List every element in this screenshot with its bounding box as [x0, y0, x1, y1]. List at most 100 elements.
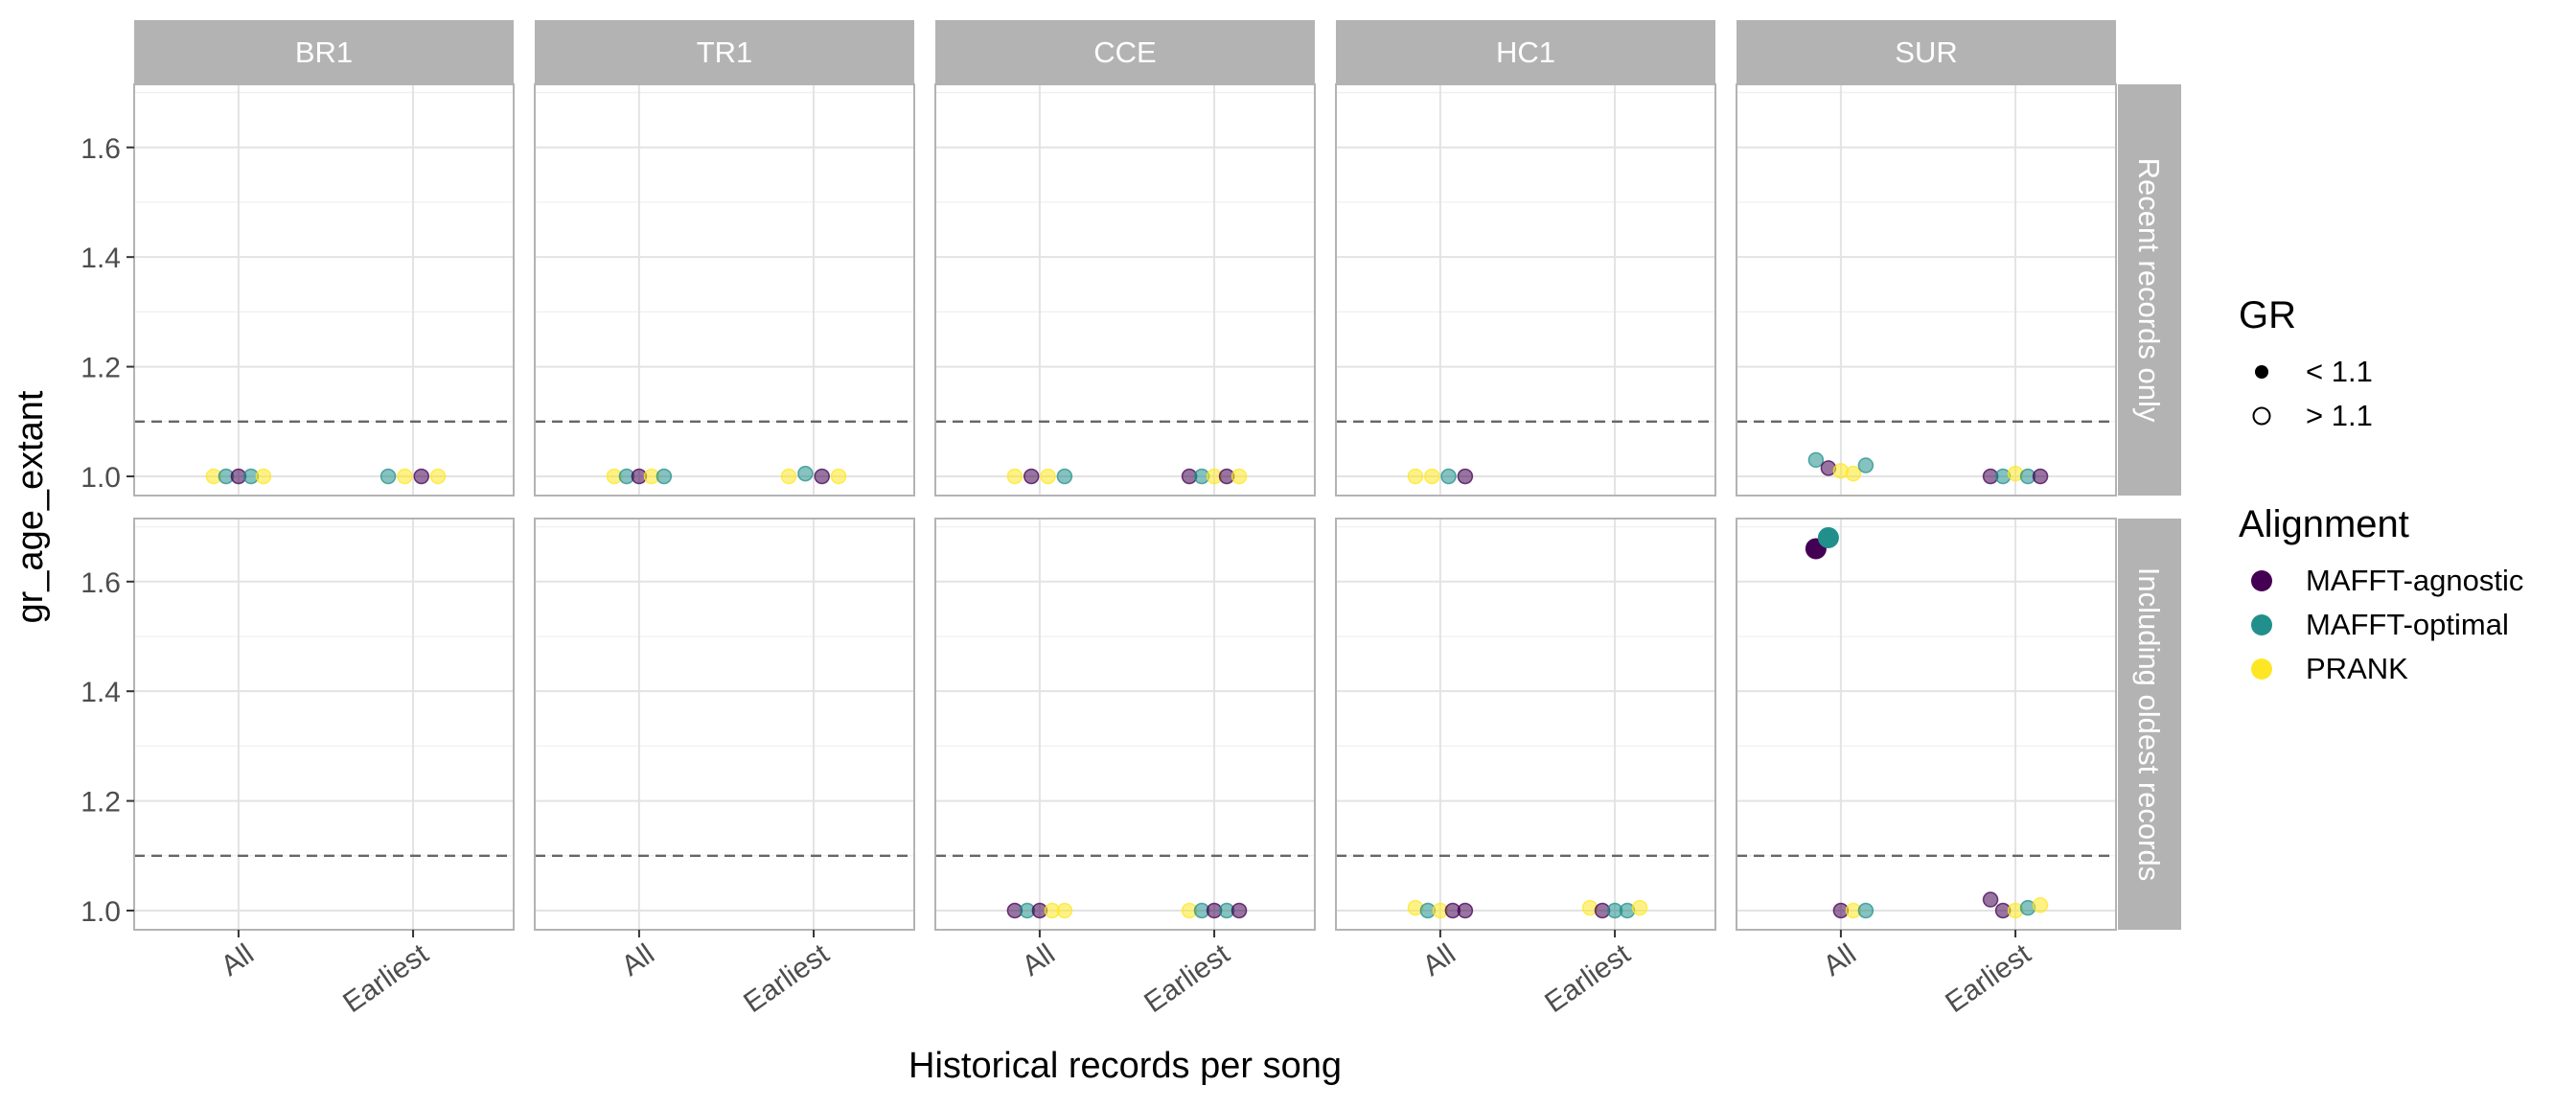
panel-background — [1736, 519, 2116, 930]
data-point — [1817, 527, 1839, 549]
x-tick-label: Earliest — [337, 937, 434, 1019]
data-point — [797, 465, 814, 482]
panel-hc1-row-2 — [1335, 518, 1716, 931]
legend-key-open-circle — [2252, 406, 2271, 426]
facet-label-cce: CCE — [1093, 35, 1156, 69]
data-point — [1056, 468, 1073, 485]
panel-sur-row-1 — [1736, 83, 2117, 497]
data-point — [380, 468, 397, 485]
data-point — [1857, 902, 1874, 919]
panel-br1-row-1 — [133, 83, 515, 497]
panel-cce-row-1 — [934, 83, 1316, 497]
facet-label-sur: SUR — [1895, 35, 1957, 69]
data-point — [1631, 899, 1648, 916]
panel-border — [1335, 83, 1716, 497]
facet-strip-br1 — [134, 20, 514, 83]
data-point — [1230, 468, 1248, 485]
data-point — [1457, 902, 1474, 919]
facet-strip-tr1 — [535, 20, 914, 83]
x-tick-label: All — [1017, 938, 1061, 982]
x-tick-label: Earliest — [1539, 937, 1636, 1019]
legend-title-1: GR — [2239, 294, 2296, 336]
panel-tr1-row-1 — [534, 83, 915, 497]
panel-border — [1335, 518, 1716, 931]
facet-strip-sur — [1736, 20, 2116, 83]
panel-tr1-row-2 — [534, 518, 915, 931]
y-tick-label: 1.6 — [80, 133, 121, 165]
panel-background — [1336, 519, 1715, 930]
x-tick-label: Earliest — [738, 937, 835, 1019]
data-point — [1423, 468, 1440, 485]
legend-key-color — [2251, 658, 2272, 680]
facet-strip-hc1 — [1336, 20, 1715, 83]
facet-label-hc1: HC1 — [1496, 35, 1555, 69]
x-tick-label: All — [616, 938, 660, 982]
panel-br1-row-2 — [133, 518, 515, 931]
data-point — [2032, 468, 2049, 485]
x-tick-label: All — [1417, 938, 1461, 982]
y-tick-label: 1.6 — [80, 567, 121, 599]
x-tick-label: Earliest — [1138, 937, 1235, 1019]
y-tick-label: 1.0 — [80, 896, 121, 928]
data-point — [1230, 902, 1248, 919]
panel-background — [134, 519, 514, 930]
data-point — [830, 468, 847, 485]
data-point — [656, 468, 673, 485]
data-point — [1857, 457, 1874, 474]
data-point — [255, 468, 272, 485]
row-strip-2 — [2118, 519, 2181, 930]
legend-title-2: Alignment — [2239, 503, 2409, 545]
panel-border — [1736, 518, 2117, 931]
panel-background — [935, 84, 1315, 496]
data-point — [1040, 468, 1056, 485]
x-tick-label: All — [1818, 938, 1862, 982]
panel-border — [534, 83, 915, 497]
row-label-2: Including oldest records — [2132, 567, 2166, 881]
x-tick-label: All — [216, 938, 260, 982]
data-point — [1407, 468, 1424, 485]
data-point — [429, 468, 447, 485]
panel-border — [133, 83, 515, 497]
panel-background — [1736, 84, 2116, 496]
row-label-1: Recent records only — [2132, 158, 2166, 423]
y-axis-title: gr_age_extant — [11, 390, 51, 623]
x-axis-title: Historical records per song — [908, 1046, 1342, 1086]
legend-key-color — [2251, 570, 2272, 591]
y-tick-label: 1.4 — [80, 243, 121, 274]
y-tick-label: 1.2 — [80, 353, 121, 384]
panel-background — [535, 84, 914, 496]
panel-cce-row-2 — [934, 518, 1316, 931]
legend-label: < 1.1 — [2306, 355, 2373, 388]
y-tick-label: 1.2 — [80, 787, 121, 819]
y-tick-label: 1.0 — [80, 462, 121, 494]
y-tick-label: 1.4 — [80, 677, 121, 708]
legend-key-color — [2251, 614, 2272, 635]
data-point — [780, 468, 797, 485]
data-point — [1440, 468, 1457, 485]
x-tick-label: Earliest — [1940, 937, 2036, 1019]
facet-label-tr1: TR1 — [697, 35, 753, 69]
panel-background — [935, 519, 1315, 930]
data-point — [1807, 451, 1825, 469]
panel-background — [1336, 84, 1715, 496]
data-point — [2032, 897, 2049, 913]
data-point — [814, 468, 830, 485]
data-point — [1056, 902, 1073, 919]
data-point — [1457, 468, 1474, 485]
panel-sur-row-2 — [1736, 518, 2117, 931]
panel-border — [534, 518, 915, 931]
facet-label-br1: BR1 — [295, 35, 353, 69]
data-point — [413, 468, 429, 485]
panel-background — [535, 519, 914, 930]
facet-strip-cce — [935, 20, 1315, 83]
legend-label: PRANK — [2306, 652, 2408, 685]
data-point — [397, 468, 413, 485]
panel-background — [134, 84, 514, 496]
panel-border — [934, 518, 1316, 931]
legend-label: MAFFT-agnostic — [2306, 564, 2523, 597]
data-point — [1982, 891, 1999, 908]
row-strip-1 — [2118, 84, 2181, 496]
panel-border — [133, 518, 515, 931]
data-point — [1006, 468, 1024, 485]
